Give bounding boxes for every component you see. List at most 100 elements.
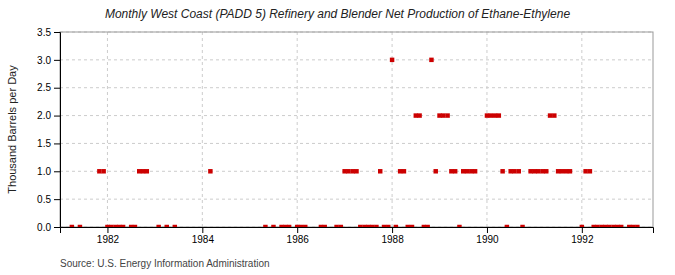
point	[263, 225, 267, 227]
grid-line	[60, 143, 653, 144]
grid-line	[581, 32, 582, 227]
tick-label: 2.5	[37, 82, 51, 93]
point	[536, 169, 540, 173]
point	[299, 225, 303, 227]
tick-mark	[54, 143, 60, 144]
tick-label: 3.0	[37, 55, 51, 66]
point	[390, 58, 394, 62]
point	[374, 225, 378, 227]
point	[358, 225, 362, 227]
point	[500, 169, 504, 173]
tick: 0.5	[37, 194, 60, 205]
tick-mark	[54, 199, 60, 200]
point	[441, 113, 445, 117]
tick-mark	[582, 227, 583, 233]
point	[354, 169, 358, 173]
point	[631, 225, 635, 227]
point	[378, 169, 382, 173]
tick-label: 3.5	[37, 27, 51, 38]
tick: 3.5	[37, 27, 60, 38]
y-axis: 0.0 0.5 1.0 1.5 2.0 2.5 3.0 3.5	[37, 27, 60, 233]
grid-line	[486, 32, 487, 227]
tick-mark	[297, 227, 298, 233]
point	[457, 225, 461, 227]
point	[287, 225, 291, 227]
point	[303, 225, 307, 227]
axis-line	[61, 228, 654, 234]
tick-label: 1988	[381, 234, 404, 245]
tick-label: 1986	[287, 234, 310, 245]
point	[517, 169, 521, 173]
tick-mark	[392, 227, 393, 233]
point	[394, 225, 398, 227]
tick: 0.0	[37, 222, 60, 233]
point	[595, 225, 599, 227]
tick: 1982	[97, 227, 120, 245]
point	[386, 225, 390, 227]
point	[121, 225, 125, 227]
tick-label: 1990	[476, 234, 499, 245]
point	[405, 225, 409, 227]
x-axis: 198219841986198819901992	[61, 227, 654, 245]
point	[173, 225, 177, 227]
tick-mark	[487, 227, 488, 233]
points	[70, 58, 640, 227]
tick-label: 1.5	[37, 138, 51, 149]
point	[465, 169, 469, 173]
chart: Monthly West Coast (PADD 5) Refinery and…	[0, 0, 675, 275]
grid-line	[60, 59, 653, 60]
point	[70, 225, 74, 227]
point	[489, 113, 493, 117]
point	[156, 225, 160, 227]
point	[580, 225, 584, 227]
point	[97, 169, 101, 173]
point	[552, 113, 556, 117]
point	[382, 225, 386, 227]
title: Monthly West Coast (PADD 5) Refinery and…	[105, 7, 570, 21]
point	[101, 169, 105, 173]
point	[520, 225, 524, 227]
point	[568, 169, 572, 173]
tick-mark	[54, 171, 60, 172]
plot-area: 1982198419861988199019920.00.51.01.52.02…	[37, 27, 653, 245]
point	[402, 169, 406, 173]
point	[165, 225, 169, 227]
tick: 1986	[287, 227, 310, 245]
source-note: Source: U.S. Energy Information Administ…	[60, 258, 270, 269]
point	[429, 58, 433, 62]
point	[346, 169, 350, 173]
tick-mark	[54, 32, 60, 33]
tick: 1988	[381, 227, 404, 245]
tick-label: 0.5	[37, 194, 51, 205]
point	[544, 169, 548, 173]
point	[583, 169, 587, 173]
grid-line	[297, 32, 298, 227]
tick: 1.0	[37, 166, 60, 177]
point	[339, 225, 343, 227]
point	[453, 169, 457, 173]
tick: 1984	[192, 227, 215, 245]
point	[410, 225, 414, 227]
y-axis-label: Thousand Barrels per Day	[6, 65, 18, 194]
point	[425, 225, 429, 227]
point	[370, 225, 374, 227]
tick-label: 1984	[192, 234, 215, 245]
tick-mark	[107, 227, 108, 233]
tick-label: 0.0	[37, 222, 51, 233]
point	[548, 113, 552, 117]
tick-label: 2.0	[37, 110, 51, 121]
grid-line	[202, 32, 203, 227]
tick-mark	[202, 227, 203, 233]
tick-label: 1.0	[37, 166, 51, 177]
tick: 2.0	[37, 110, 60, 121]
grid	[60, 32, 653, 227]
point	[445, 113, 449, 117]
point	[133, 225, 137, 227]
point	[271, 225, 275, 227]
grid-line	[107, 32, 108, 227]
point	[588, 169, 592, 173]
grid-line	[60, 87, 653, 88]
tick: 1990	[476, 227, 499, 245]
grid-line	[60, 199, 653, 200]
tick-label: 1982	[97, 234, 120, 245]
